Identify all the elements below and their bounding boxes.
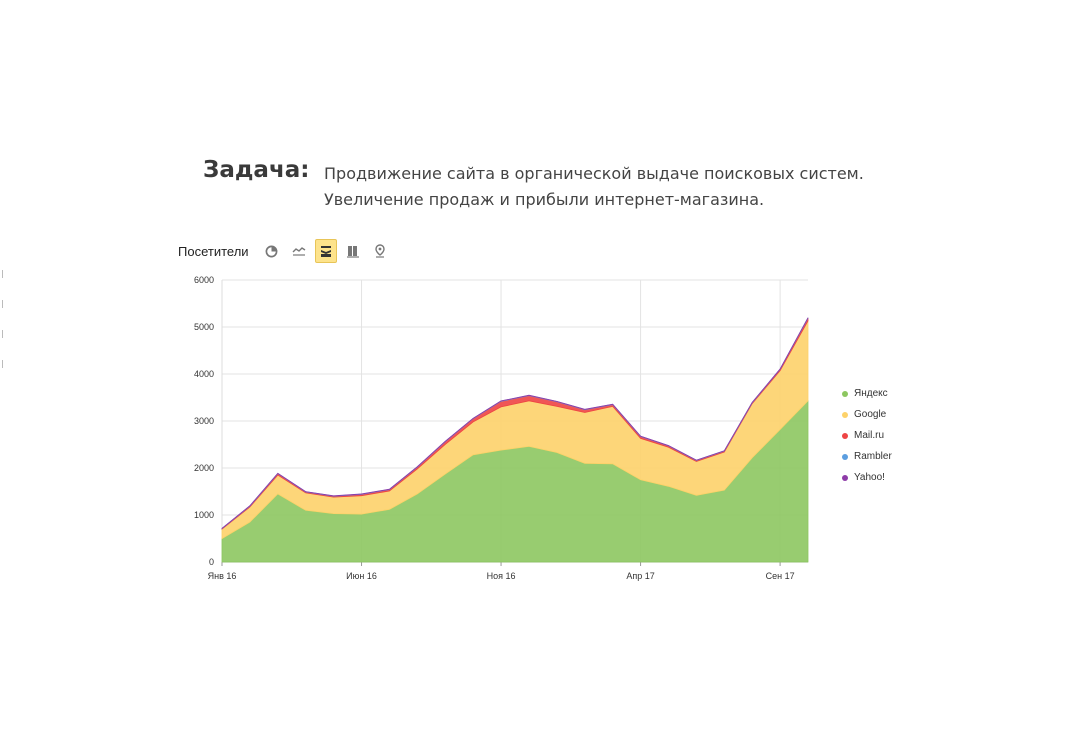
map-button[interactable]	[369, 239, 391, 263]
x-tick-label: Июн 16	[346, 571, 377, 581]
legend-marker	[842, 411, 848, 418]
stacked-area-icon	[320, 246, 331, 257]
bar-chart-icon	[346, 245, 359, 258]
y-tick-label: 1000	[194, 510, 214, 520]
legend-marker	[842, 390, 848, 397]
edge-mark	[2, 330, 3, 338]
legend-item[interactable]: Rambler	[842, 446, 892, 467]
legend-label: Yahoo!	[854, 472, 885, 483]
chart-title: Посетители	[178, 243, 249, 259]
y-tick-label: 5000	[194, 322, 214, 332]
pie-chart-icon	[265, 245, 278, 257]
x-tick-label: Ноя 16	[487, 571, 516, 581]
pie-chart-button[interactable]	[261, 239, 283, 263]
legend-marker	[842, 453, 848, 460]
task-label: Задача:	[203, 157, 310, 183]
y-tick-label: 4000	[194, 369, 214, 379]
map-pin-icon	[374, 244, 385, 258]
bar-chart-button[interactable]	[342, 239, 364, 263]
legend-item[interactable]: Google	[842, 404, 892, 425]
edge-mark	[2, 270, 3, 278]
task-line-1: Продвижение сайта в органической выдаче …	[324, 164, 864, 183]
edge-marks	[2, 270, 6, 390]
edge-mark	[2, 360, 3, 368]
legend-marker	[842, 474, 848, 481]
legend-label: Яндекс	[854, 388, 888, 399]
legend-item[interactable]: Mail.ru	[842, 425, 892, 446]
task-line-2: Увеличение продаж и прибыли интернет-маг…	[324, 190, 765, 209]
edge-mark	[2, 300, 3, 308]
line-chart-button[interactable]	[288, 239, 310, 263]
chart-legend: Яндекс Google Mail.ru Rambler Yahoo!	[842, 383, 892, 488]
x-tick-label: Сен 17	[766, 571, 795, 581]
x-tick-label: Янв 16	[208, 571, 237, 581]
area-series-yahoo-	[221, 317, 809, 530]
legend-item[interactable]: Yahoo!	[842, 467, 892, 488]
legend-item[interactable]: Яндекс	[842, 383, 892, 404]
task-description: Продвижение сайта в органической выдаче …	[324, 161, 864, 213]
legend-label: Rambler	[854, 451, 892, 462]
chart-toolbar: Посетители	[178, 237, 396, 265]
y-tick-label: 2000	[194, 463, 214, 473]
line-chart-icon	[292, 247, 305, 256]
x-tick-label: Апр 17	[626, 571, 654, 581]
stacked-area-button[interactable]	[314, 239, 337, 263]
legend-label: Mail.ru	[854, 430, 885, 441]
y-tick-label: 6000	[194, 275, 214, 285]
y-tick-label: 0	[209, 557, 214, 567]
legend-label: Google	[854, 409, 887, 420]
y-tick-label: 3000	[194, 416, 214, 426]
legend-marker	[842, 432, 848, 439]
